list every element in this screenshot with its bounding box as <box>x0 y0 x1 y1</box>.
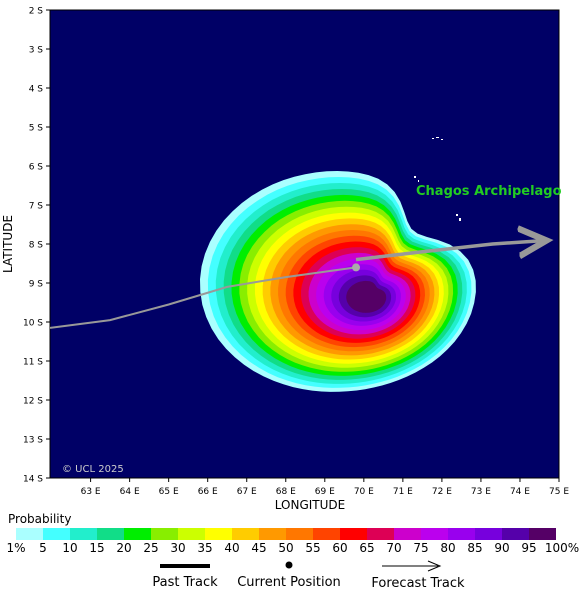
legend-label: 70 <box>386 541 402 555</box>
lon-tick-label: 67 E <box>237 487 257 497</box>
lon-tick-label: 63 E <box>81 487 101 497</box>
legend-label: 85 <box>467 541 483 555</box>
legend-swatch <box>124 528 151 540</box>
lon-tick-label: 70 E <box>354 487 374 497</box>
legend-swatch <box>502 528 529 540</box>
legend-label: 45 <box>251 541 267 555</box>
legend-label: 20 <box>116 541 132 555</box>
past-track-line <box>50 266 357 329</box>
current-position-marker <box>352 263 361 272</box>
lat-tick-label: 5 S <box>29 124 44 134</box>
legend-swatch <box>340 528 367 540</box>
probability-color-bar <box>16 528 556 540</box>
legend-swatch <box>151 528 178 540</box>
legend-swatch <box>16 528 43 540</box>
lat-tick-label: 13 S <box>23 436 43 446</box>
legend-title: Probability <box>8 512 72 526</box>
legend-swatch <box>286 528 313 540</box>
legend-label: 15 <box>89 541 105 555</box>
past-track-legend: Past Track <box>140 560 230 590</box>
legend-label: 10 <box>62 541 78 555</box>
lat-tick-label: 12 S <box>23 397 43 407</box>
legend-label: 25 <box>143 541 159 555</box>
lat-tick-label: 7 S <box>29 202 44 212</box>
lat-tick-label: 4 S <box>29 85 44 95</box>
probability-swath <box>200 171 476 392</box>
legend-swatch <box>97 528 124 540</box>
legend-label: 1% <box>6 541 26 555</box>
probability-labels: 1% 5 10 15 20 25 30 35 40 45 50 55 60 65 70 75 80 85 90 95 1… <box>0 541 580 555</box>
lon-tick-label: 75 E <box>549 487 569 497</box>
legend-swatch <box>394 528 421 540</box>
lon-tick-label: 64 E <box>120 487 140 497</box>
lat-tick-label: 9 S <box>29 280 44 290</box>
lat-tick-label: 2 S <box>29 7 44 17</box>
legend-swatch <box>259 528 286 540</box>
x-axis-title: LONGITUDE <box>275 498 345 510</box>
island-dots <box>414 137 461 221</box>
legend-swatch <box>529 528 556 540</box>
copyright-text: © UCL 2025 <box>62 464 124 475</box>
legend-swatch <box>367 528 394 540</box>
lat-tick-label: 10 S <box>23 319 43 329</box>
current-position-symbol <box>285 561 293 569</box>
legend-swatch <box>421 528 448 540</box>
legend-label: 75 <box>413 541 429 555</box>
y-axis-title: LATITUDE <box>1 215 15 273</box>
legend-label: 65 <box>359 541 375 555</box>
legend-swatch <box>313 528 340 540</box>
lon-tick-label: 72 E <box>432 487 452 497</box>
legend-label: 30 <box>170 541 186 555</box>
legend-swatch <box>43 528 70 540</box>
probability-contour <box>346 280 387 313</box>
track-legend: Past Track Current Position Forecast Tra… <box>0 560 580 596</box>
legend-swatch <box>232 528 259 540</box>
lat-tick-label: 11 S <box>23 358 43 368</box>
lat-tick-label: 14 S <box>23 475 43 485</box>
legend-label: 60 <box>332 541 348 555</box>
current-position-legend: Current Position <box>232 560 346 590</box>
past-track-symbol <box>160 564 210 568</box>
legend-label: 50 <box>278 541 294 555</box>
past-track-label: Past Track <box>152 575 218 590</box>
forecast-track-legend: Forecast Track <box>362 560 474 591</box>
current-position-label: Current Position <box>237 575 341 590</box>
lon-tick-label: 65 E <box>159 487 179 497</box>
longitude-axis: 63 E 64 E 65 E 66 E 67 E 68 E 69 E 70 E 71 E 72 E… <box>81 478 569 497</box>
legend-label: 40 <box>224 541 240 555</box>
forecast-track-line <box>355 241 540 262</box>
legend-label: 95 <box>521 541 537 555</box>
lon-tick-label: 68 E <box>276 487 296 497</box>
legend-swatch <box>178 528 205 540</box>
lon-tick-label: 69 E <box>315 487 335 497</box>
latitude-axis: 2 S 3 S 4 S 5 S 6 S 7 S 8 S 9 S 10 S 11 S 12 S 13 S… <box>23 7 50 485</box>
legend-label: 100% <box>544 541 580 555</box>
lat-tick-label: 3 S <box>29 46 44 56</box>
lon-tick-label: 74 E <box>510 487 530 497</box>
lat-tick-label: 6 S <box>29 163 44 173</box>
place-label: Chagos Archipelago <box>416 184 562 199</box>
legend-swatch <box>70 528 97 540</box>
legend-label: 5 <box>39 541 47 555</box>
forecast-track-symbol <box>382 560 442 572</box>
lon-tick-label: 71 E <box>393 487 413 497</box>
legend-swatch <box>448 528 475 540</box>
legend-swatch <box>475 528 502 540</box>
probability-map: 2 S 3 S 4 S 5 S 6 S 7 S 8 S 9 S 10 S 11 S 12 S 13 S… <box>1 7 569 511</box>
legend-swatch <box>205 528 232 540</box>
lon-tick-label: 66 E <box>198 487 218 497</box>
lon-tick-label: 73 E <box>471 487 491 497</box>
forecast-track-label: Forecast Track <box>371 576 465 591</box>
legend-label: 90 <box>494 541 510 555</box>
legend-label: 55 <box>305 541 321 555</box>
legend-label: 80 <box>440 541 456 555</box>
lat-tick-label: 8 S <box>29 241 44 251</box>
legend-label: 35 <box>197 541 213 555</box>
